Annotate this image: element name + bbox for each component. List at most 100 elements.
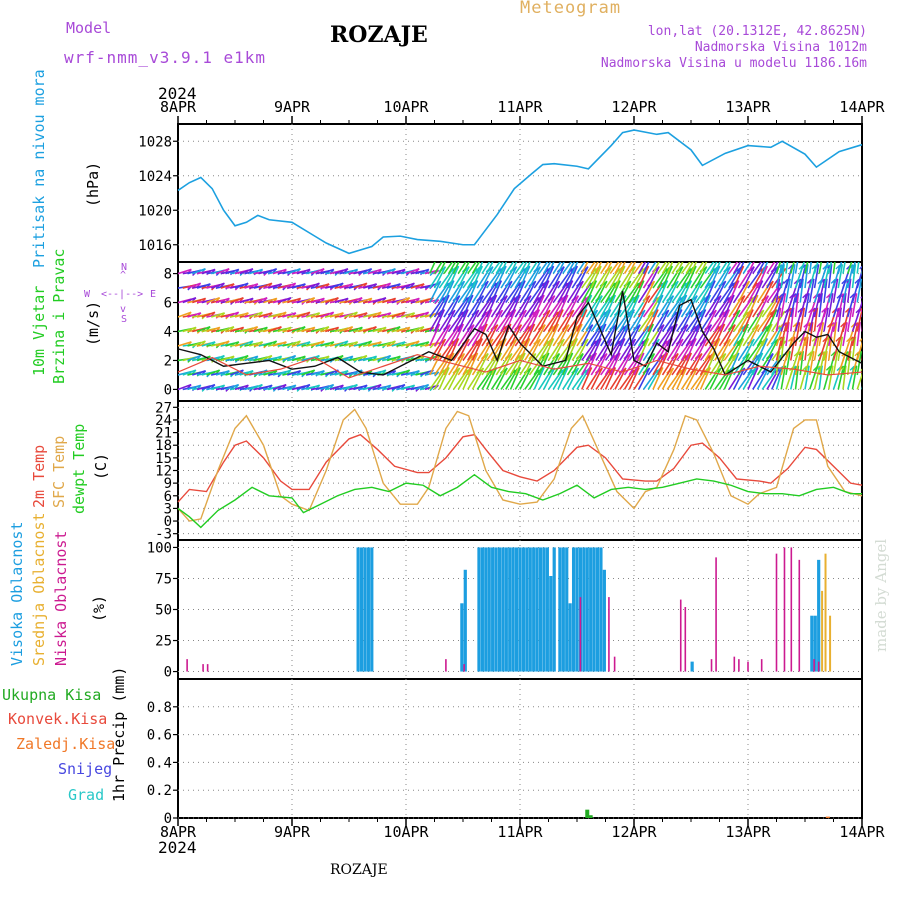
wind-barb bbox=[576, 266, 589, 289]
wind-barb bbox=[823, 307, 829, 332]
wind-barb bbox=[505, 338, 518, 361]
wind-barb bbox=[372, 296, 387, 304]
wind-barb-flag bbox=[592, 309, 598, 315]
wind-barb-flag bbox=[830, 250, 834, 254]
wind-barb-flag bbox=[860, 368, 862, 372]
wind-barb bbox=[571, 353, 584, 376]
wind-barb bbox=[296, 268, 311, 275]
high-cloud-bar bbox=[582, 547, 586, 672]
wind-barb bbox=[178, 311, 192, 318]
wind-barb bbox=[557, 294, 569, 318]
wind-barb bbox=[609, 280, 621, 303]
wind-barb bbox=[277, 296, 292, 304]
wind-barb bbox=[239, 370, 254, 376]
wind-barb-flag bbox=[612, 252, 616, 256]
wind-barb-flag bbox=[854, 250, 858, 254]
wind-barb-flag bbox=[863, 366, 867, 370]
y-tick-label: 100 bbox=[147, 540, 172, 556]
wind-barb bbox=[590, 265, 602, 289]
wind-barb bbox=[234, 312, 249, 318]
wind-barb bbox=[187, 354, 201, 362]
wind-barb bbox=[528, 262, 538, 275]
wind-barb-flag bbox=[531, 252, 535, 256]
wind-barb bbox=[457, 338, 470, 361]
wind-barb bbox=[808, 351, 815, 376]
wind-barb bbox=[576, 338, 589, 361]
high-cloud-bar bbox=[690, 661, 694, 672]
wind-barb bbox=[225, 383, 239, 391]
wind-barb-flag bbox=[552, 253, 556, 257]
wind-barb bbox=[490, 352, 503, 376]
wind-barb bbox=[462, 294, 474, 318]
wind-barb-flag bbox=[659, 324, 665, 330]
wind-barb bbox=[775, 336, 783, 361]
wind-barb bbox=[310, 340, 325, 347]
wind-barb bbox=[562, 309, 575, 332]
wind-barb-flag bbox=[597, 367, 603, 373]
high-cloud-bar bbox=[460, 603, 464, 672]
wind-barb bbox=[604, 324, 618, 347]
compass-cross-icon: <--|--> bbox=[101, 289, 144, 300]
wind-barb bbox=[671, 262, 681, 275]
wind-barb-flag bbox=[806, 278, 812, 284]
wind-barb bbox=[524, 323, 536, 347]
wind-barb-flag bbox=[840, 322, 846, 328]
wind-barb bbox=[244, 325, 258, 333]
y-tick-label: 0.2 bbox=[147, 783, 172, 799]
wind-barb-flag bbox=[554, 280, 560, 286]
low-cloud-bar bbox=[733, 656, 736, 672]
wind-barb bbox=[334, 340, 349, 347]
y-tick-label: 9 bbox=[164, 476, 172, 492]
wind-barb-flag bbox=[535, 266, 541, 272]
high-cloud-bar bbox=[542, 547, 546, 672]
high-cloud-bar bbox=[585, 547, 589, 672]
wind-barb-flag bbox=[844, 307, 850, 313]
wind-barb bbox=[391, 311, 406, 318]
mid-cloud-bar bbox=[821, 590, 824, 672]
wind-barb bbox=[856, 278, 862, 303]
wind-barb bbox=[220, 325, 235, 333]
wind-barb bbox=[756, 367, 770, 390]
model-label: Model bbox=[66, 19, 112, 37]
wind-barb-flag bbox=[763, 295, 769, 301]
wind-barb bbox=[524, 280, 537, 303]
wind-barb-flag bbox=[797, 307, 803, 313]
time-label-bottom: 12APR bbox=[611, 823, 657, 841]
wind-barb bbox=[832, 262, 836, 274]
wind-barb bbox=[363, 283, 377, 289]
wind-barb bbox=[562, 352, 574, 376]
wind-barb bbox=[856, 307, 862, 332]
wind-barb-flag bbox=[730, 324, 736, 330]
wind-barb bbox=[272, 341, 287, 347]
high-cloud-bar bbox=[484, 547, 488, 672]
wind-label-2: Brzina i Pravac bbox=[50, 248, 68, 384]
wind-barb-flag bbox=[630, 338, 636, 344]
wind-barb bbox=[382, 297, 396, 304]
wind-barb bbox=[215, 268, 230, 275]
high-cloud-bar bbox=[545, 547, 549, 672]
y-tick-label: 27 bbox=[155, 400, 172, 416]
wind-barb-flag bbox=[597, 295, 603, 301]
wind-barb bbox=[471, 338, 484, 361]
wind-barb bbox=[178, 383, 192, 391]
wind-barb-flag bbox=[586, 253, 590, 257]
wind-barb bbox=[401, 312, 415, 318]
wind-barb bbox=[747, 294, 759, 318]
t2m-line bbox=[177, 433, 863, 503]
wind-barb bbox=[585, 309, 599, 332]
low-cloud-bar bbox=[710, 659, 713, 672]
wind-gust-line bbox=[177, 354, 863, 379]
wind-barb-flag bbox=[778, 293, 784, 299]
wind-barb bbox=[215, 370, 230, 376]
wind-barb-flag bbox=[806, 351, 812, 357]
wind-barb-flag bbox=[681, 253, 685, 257]
wind-barb bbox=[832, 307, 840, 332]
wind-barb bbox=[533, 324, 546, 347]
wind-barb bbox=[652, 294, 664, 318]
y-tick-label: 1016 bbox=[138, 238, 172, 254]
wind-barb bbox=[846, 351, 852, 376]
wind-barb bbox=[396, 369, 410, 376]
wind-barb bbox=[685, 338, 697, 361]
wind-barb bbox=[239, 340, 254, 347]
wind-barb-flag bbox=[649, 280, 655, 286]
